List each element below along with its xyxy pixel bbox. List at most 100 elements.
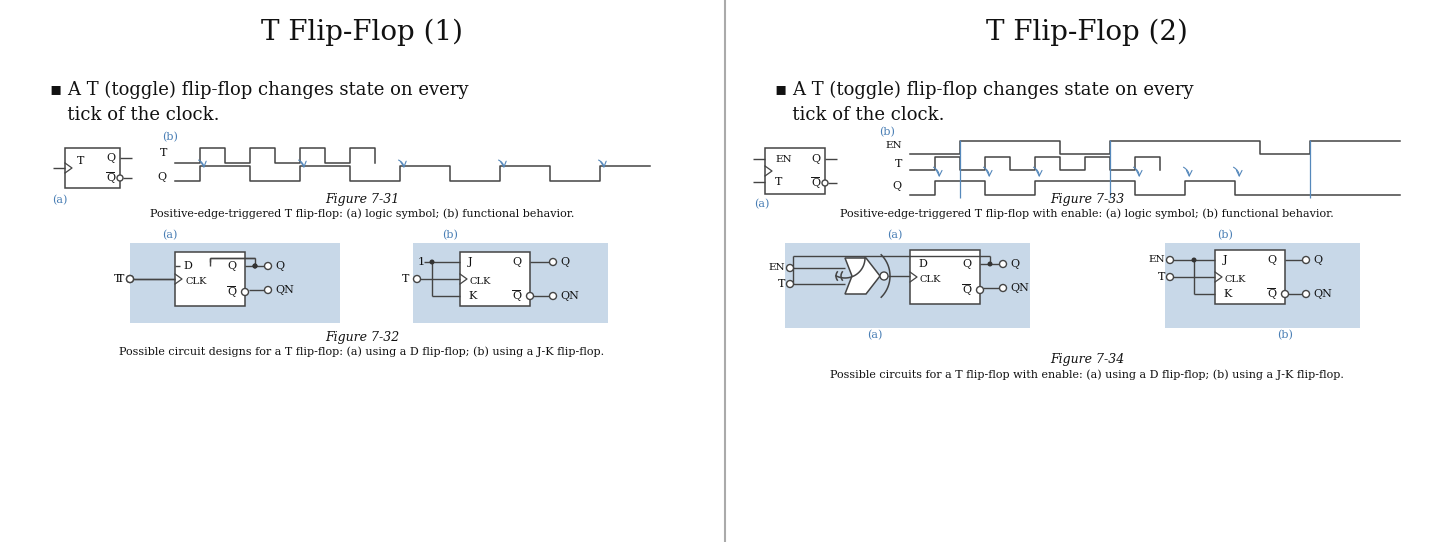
Text: (b): (b) (442, 230, 458, 240)
Text: (a): (a) (162, 230, 178, 240)
Circle shape (242, 288, 248, 295)
Text: CLK: CLK (470, 276, 492, 286)
Text: Q: Q (811, 178, 821, 188)
Text: 1: 1 (418, 257, 425, 267)
Text: T: T (774, 177, 783, 187)
Text: Figure 7-32: Figure 7-32 (325, 331, 399, 344)
Text: T Flip-Flop (2): T Flip-Flop (2) (986, 18, 1188, 46)
Bar (460, 252, 531, 306)
Text: QN: QN (1011, 283, 1030, 293)
Text: Q: Q (811, 154, 821, 164)
Text: T: T (895, 159, 902, 169)
Text: Figure 7-34: Figure 7-34 (1050, 353, 1124, 366)
Text: Q: Q (228, 261, 236, 271)
Text: Q: Q (512, 257, 521, 267)
Text: QN: QN (560, 291, 579, 301)
Circle shape (999, 285, 1006, 292)
Circle shape (786, 281, 793, 287)
Text: CLK: CLK (1225, 274, 1247, 283)
Text: Possible circuit designs for a T flip-flop: (a) using a D flip-flop; (b) using a: Possible circuit designs for a T flip-fl… (119, 347, 605, 357)
Text: CLK: CLK (186, 276, 206, 286)
Text: tick of the clock.: tick of the clock. (774, 106, 944, 124)
Text: ▪ A T (toggle) flip-flop changes state on every: ▪ A T (toggle) flip-flop changes state o… (774, 81, 1193, 99)
Text: Q: Q (961, 285, 972, 295)
Text: Q: Q (106, 153, 115, 163)
Bar (65, 148, 120, 188)
Bar (766, 148, 825, 194)
Text: (b): (b) (879, 127, 895, 137)
Bar (784, 243, 1030, 328)
Text: Figure 7-31: Figure 7-31 (325, 193, 399, 207)
Circle shape (786, 264, 793, 272)
Text: (a): (a) (52, 195, 68, 205)
Text: ▪ A T (toggle) flip-flop changes state on every: ▪ A T (toggle) flip-flop changes state o… (49, 81, 468, 99)
Text: D: D (918, 259, 927, 269)
Text: EN: EN (774, 154, 792, 164)
Circle shape (550, 259, 557, 266)
Text: Q: Q (512, 291, 521, 301)
Text: T: T (160, 148, 167, 158)
Circle shape (126, 275, 133, 282)
Text: Q: Q (228, 287, 236, 297)
Circle shape (976, 287, 983, 294)
Bar (1164, 243, 1360, 328)
Bar (130, 243, 339, 323)
Text: J: J (468, 257, 473, 267)
Text: tick of the clock.: tick of the clock. (49, 106, 219, 124)
Text: (a): (a) (887, 230, 903, 240)
Text: T Flip-Flop (1): T Flip-Flop (1) (261, 18, 463, 46)
Text: (b): (b) (1217, 230, 1232, 240)
Circle shape (252, 263, 258, 268)
Text: T: T (402, 274, 409, 284)
Text: Q: Q (1267, 255, 1276, 265)
Text: Q: Q (1314, 255, 1322, 265)
Text: QN: QN (1314, 289, 1333, 299)
Text: Q: Q (106, 173, 115, 183)
Circle shape (1166, 274, 1173, 281)
Circle shape (880, 272, 887, 280)
Text: Figure 7-33: Figure 7-33 (1050, 193, 1124, 207)
Text: Positive-edge-triggered T flip-flop with enable: (a) logic symbol; (b) functiona: Positive-edge-triggered T flip-flop with… (840, 209, 1334, 220)
Bar (413, 243, 608, 323)
Text: T: T (77, 156, 84, 166)
Text: K: K (1222, 289, 1231, 299)
Text: (a): (a) (867, 330, 883, 340)
Text: Q: Q (893, 181, 902, 191)
Text: J: J (1222, 255, 1228, 265)
Circle shape (987, 261, 992, 267)
Text: D: D (183, 261, 191, 271)
Text: QN: QN (276, 285, 294, 295)
Text: Q: Q (1267, 289, 1276, 299)
Bar (1215, 250, 1285, 304)
Text: T: T (777, 279, 784, 289)
Text: EN: EN (768, 263, 784, 273)
Circle shape (1192, 257, 1196, 262)
Text: (b): (b) (162, 132, 178, 142)
Circle shape (264, 262, 271, 269)
Circle shape (1302, 291, 1309, 298)
Text: EN: EN (886, 141, 902, 151)
Text: Q: Q (560, 257, 568, 267)
Circle shape (413, 275, 420, 282)
Circle shape (822, 180, 828, 186)
Circle shape (264, 287, 271, 294)
Circle shape (252, 263, 258, 268)
Circle shape (526, 293, 534, 300)
Circle shape (117, 175, 123, 181)
Text: Possible circuits for a T flip-flop with enable: (a) using a D flip-flop; (b) us: Possible circuits for a T flip-flop with… (829, 370, 1344, 380)
Text: (b): (b) (1277, 330, 1293, 340)
Circle shape (550, 293, 557, 300)
Text: (a): (a) (754, 199, 770, 209)
Text: CLK: CLK (919, 274, 941, 283)
Circle shape (999, 261, 1006, 268)
Circle shape (1302, 256, 1309, 263)
Bar (175, 252, 245, 306)
Text: Q: Q (158, 172, 167, 182)
Text: T: T (113, 274, 120, 284)
Circle shape (429, 260, 435, 264)
Circle shape (1282, 291, 1289, 298)
Text: Q: Q (276, 261, 284, 271)
Text: K: K (468, 291, 477, 301)
Text: Q: Q (1011, 259, 1019, 269)
Circle shape (126, 275, 133, 282)
